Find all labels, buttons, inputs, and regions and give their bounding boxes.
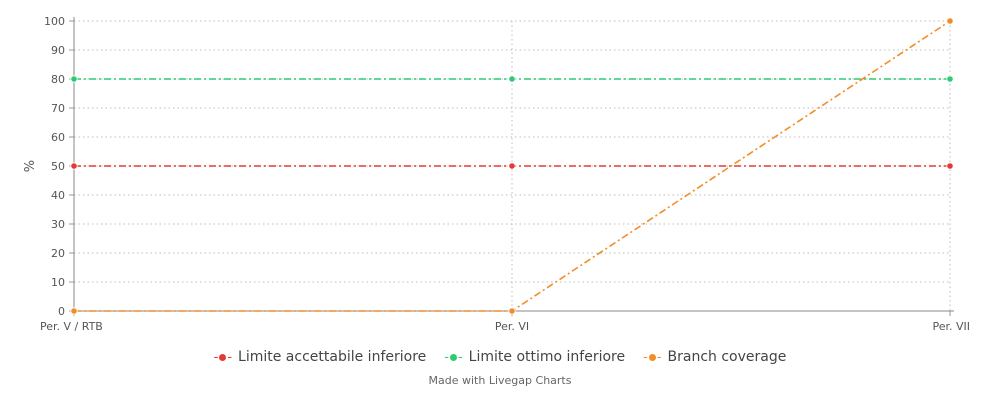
data-point: [508, 162, 516, 170]
data-point: [70, 162, 78, 170]
legend-item[interactable]: - - Limite ottimo inferiore: [444, 349, 625, 365]
y-tick-label: 20: [51, 247, 65, 260]
data-point: [70, 307, 78, 315]
data-point: [508, 75, 516, 83]
y-tick-label: 50: [51, 160, 65, 173]
y-tick-label: 90: [51, 44, 65, 57]
x-tick-label: Per. VII: [932, 320, 970, 333]
legend-marker: --: [444, 349, 463, 365]
y-tick-label: 80: [51, 73, 65, 86]
legend-label: Limite ottimo inferiore: [468, 349, 626, 365]
legend-item[interactable]: - - Branch coverage: [643, 349, 786, 365]
chart-legend: - - Limite accettabile inferiore - - Limite o…: [0, 349, 1000, 365]
data-point: [946, 17, 954, 25]
y-tick-label: 10: [51, 276, 65, 289]
legend-label: Limite accettabile inferiore: [238, 349, 427, 365]
x-tick-label: Per. V / RTB: [40, 320, 103, 333]
y-tick-label: 30: [51, 218, 65, 231]
y-axis-title: %: [23, 160, 38, 172]
y-tick-label: 70: [51, 102, 65, 115]
data-point: [70, 75, 78, 83]
line-chart: 0 10 20 30 40 50 60 70 80 90 100 Per. V / RTB Per. V…: [23, 15, 970, 333]
legend-label: Branch coverage: [667, 349, 787, 365]
chart-credit: Made with Livegap Charts: [428, 374, 572, 387]
data-point: [508, 307, 516, 315]
data-point: [946, 162, 954, 170]
data-point: [946, 75, 954, 83]
y-tick-label: 40: [51, 189, 65, 202]
legend-item[interactable]: - - Limite accettabile inferiore: [214, 349, 427, 365]
y-tick-label: 100: [44, 15, 65, 28]
legend-marker: --: [643, 349, 662, 365]
x-tick-label: Per. VI: [495, 320, 529, 333]
y-tick-label: 0: [58, 305, 65, 318]
legend-marker: --: [213, 349, 233, 365]
y-tick-label: 60: [51, 131, 65, 144]
